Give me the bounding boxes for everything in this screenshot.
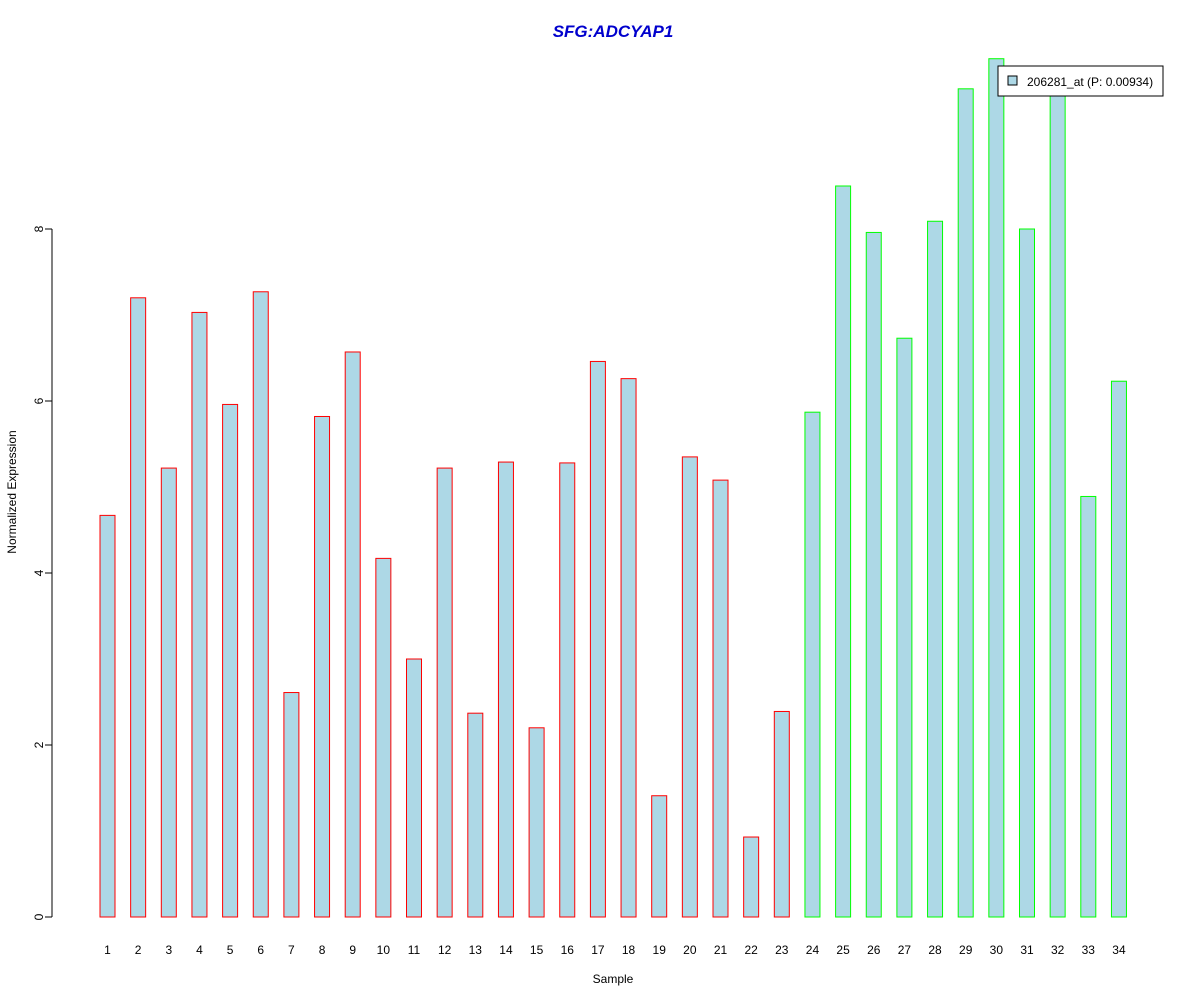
legend-label: 206281_at (P: 0.00934) — [1027, 75, 1153, 89]
x-tick-label: 28 — [928, 943, 942, 957]
y-axis-title: Normalized Expression — [5, 430, 19, 553]
x-tick-label: 27 — [898, 943, 912, 957]
bar-sample-19 — [651, 795, 668, 918]
x-tick-label: 24 — [806, 943, 820, 957]
x-tick-label: 21 — [714, 943, 728, 957]
bar-sample-23 — [773, 710, 790, 918]
bar-sample-24 — [804, 411, 821, 918]
bar-sample-32 — [1049, 91, 1066, 918]
bar-sample-5 — [222, 403, 239, 918]
x-tick-label: 6 — [257, 943, 264, 957]
bar-sample-9 — [344, 351, 361, 918]
bar-sample-29 — [957, 88, 974, 918]
y-axis: 0 2 4 6 8 — [32, 225, 53, 920]
x-tick-label: 3 — [165, 943, 172, 957]
x-tick-label: 5 — [227, 943, 234, 957]
x-tick-label: 8 — [319, 943, 326, 957]
legend-box — [997, 65, 1164, 97]
x-tick-label: 9 — [349, 943, 356, 957]
x-tick-label: 22 — [744, 943, 758, 957]
y-tick-label: 2 — [32, 741, 46, 748]
x-tick-label: 23 — [775, 943, 789, 957]
y-tick-label: 8 — [32, 225, 46, 232]
bar-sample-15 — [528, 727, 545, 918]
bar-sample-6 — [252, 291, 269, 918]
bar-sample-27 — [896, 337, 913, 918]
x-tick-label: 32 — [1051, 943, 1065, 957]
bar-sample-20 — [681, 456, 698, 918]
x-tick-label: 2 — [135, 943, 142, 957]
x-tick-label: 13 — [469, 943, 483, 957]
bar-sample-22 — [743, 836, 760, 918]
x-tick-label: 14 — [499, 943, 513, 957]
x-tick-label: 11 — [408, 943, 421, 957]
bar-sample-18 — [620, 378, 637, 918]
bar-sample-34 — [1110, 380, 1127, 918]
bar-sample-30 — [988, 58, 1005, 918]
x-tick-label: 19 — [653, 943, 667, 957]
bar-sample-14 — [497, 461, 514, 918]
y-tick-label: 6 — [32, 397, 46, 404]
x-tick-label: 7 — [288, 943, 295, 957]
legend-swatch — [1007, 75, 1018, 86]
bar-sample-16 — [559, 462, 576, 918]
bar-sample-1 — [99, 514, 116, 918]
x-tick-label: 20 — [683, 943, 697, 957]
bar-sample-8 — [314, 415, 331, 918]
x-tick-label: 29 — [959, 943, 973, 957]
bars-group — [99, 58, 1127, 918]
bar-sample-12 — [436, 467, 453, 918]
bar-sample-10 — [375, 557, 392, 918]
bar-sample-2 — [130, 297, 147, 918]
x-tick-label: 34 — [1112, 943, 1126, 957]
bar-sample-33 — [1080, 495, 1097, 918]
chart-title: SFG:ADCYAP1 — [553, 22, 674, 41]
bar-sample-13 — [467, 712, 484, 918]
x-tick-labels: 1 2 3 4 5 6 7 8 9 10 11 12 13 14 15 16 17 18 19 20 21 22 23 24 2… — [104, 943, 1126, 957]
bar-sample-31 — [1019, 228, 1035, 918]
bar-sample-26 — [865, 231, 882, 918]
bar-sample-21 — [712, 479, 729, 918]
y-tick-label: 0 — [32, 913, 46, 920]
x-tick-label: 12 — [438, 943, 452, 957]
bar-sample-3 — [160, 467, 177, 918]
x-tick-label: 15 — [530, 943, 544, 957]
x-axis-title: Sample — [593, 972, 634, 986]
x-tick-label: 33 — [1082, 943, 1096, 957]
bar-sample-4 — [191, 311, 208, 918]
bar-sample-17 — [589, 360, 606, 918]
legend: 206281_at (P: 0.00934) — [997, 65, 1164, 97]
bar-sample-7 — [283, 692, 300, 918]
y-tick-label: 4 — [32, 569, 46, 576]
x-tick-label: 18 — [622, 943, 636, 957]
x-tick-label: 17 — [591, 943, 605, 957]
bar-sample-28 — [927, 220, 944, 918]
x-tick-label: 30 — [990, 943, 1004, 957]
x-tick-label: 1 — [104, 943, 111, 957]
x-tick-label: 31 — [1020, 943, 1034, 957]
bar-sample-25 — [835, 185, 852, 918]
x-tick-label: 10 — [377, 943, 391, 957]
x-tick-label: 25 — [836, 943, 850, 957]
x-tick-label: 26 — [867, 943, 881, 957]
x-tick-label: 16 — [561, 943, 575, 957]
x-tick-label: 4 — [196, 943, 203, 957]
bar-sample-11 — [406, 658, 422, 918]
